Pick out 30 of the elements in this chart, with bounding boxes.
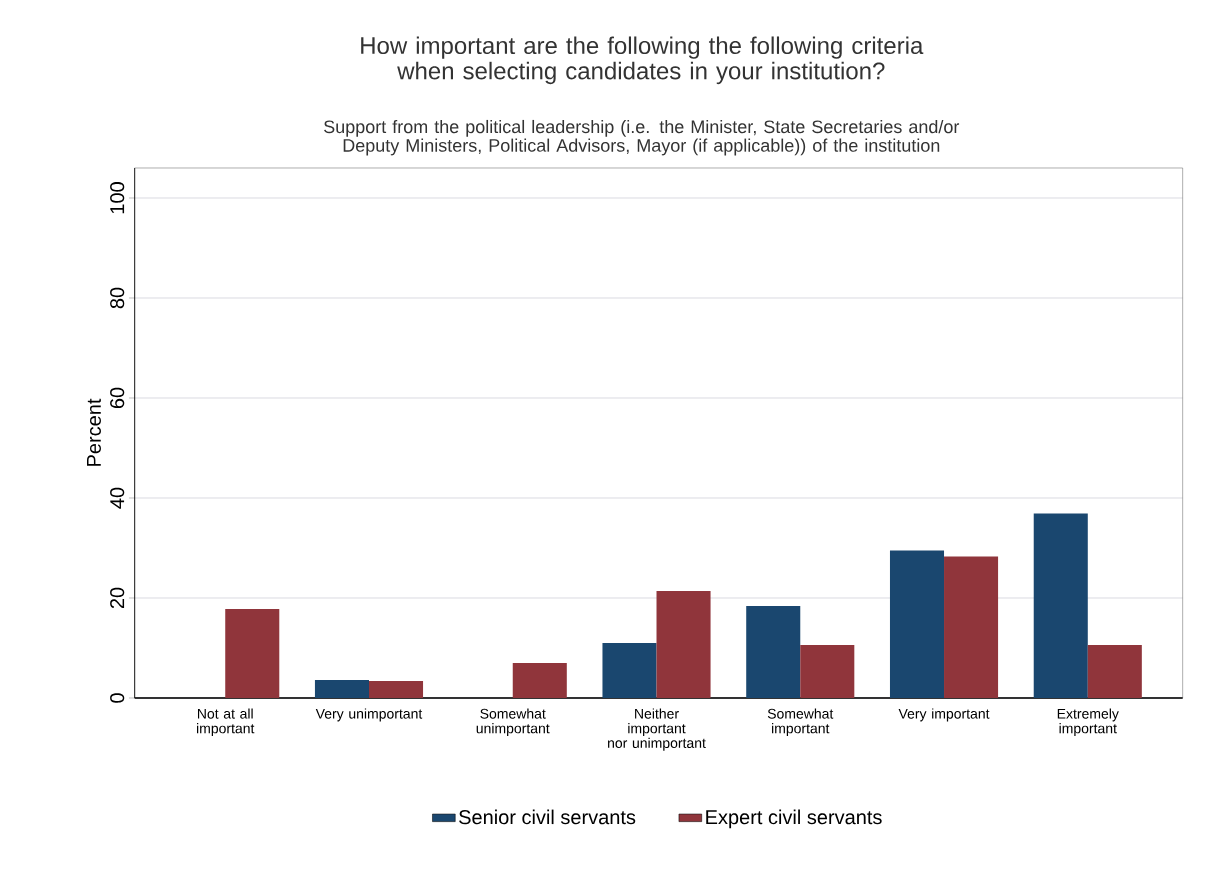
chart-title: How important are the following the following criteria when selecting candidates in your institution? bbox=[361, 36, 924, 85]
legend-label: Senior civil servants bbox=[459, 809, 636, 825]
y-tick-label: 100 bbox=[110, 182, 125, 214]
legend-label: Expert civil servants bbox=[706, 809, 882, 829]
bar bbox=[602, 642, 657, 698]
y-tick-label: 0 bbox=[110, 693, 125, 703]
bar bbox=[1033, 513, 1088, 698]
bar bbox=[314, 679, 369, 698]
y-tick-label: 80 bbox=[110, 287, 125, 309]
y-axis-title: Percent bbox=[87, 398, 101, 466]
x-tick-label: Somewhat important bbox=[767, 708, 834, 737]
x-tick-label: Very important bbox=[898, 708, 990, 722]
y-tick-label: 40 bbox=[110, 487, 125, 509]
bar bbox=[746, 605, 801, 698]
chart-subtitle: Support from the political leadership (i.e. the Minister, State Secretaries and/or Deputy Ministers, Political Advisors, Mayor (if applicable)) of the institution bbox=[324, 119, 960, 156]
x-tick-label: Somewhat unimportant bbox=[476, 708, 550, 737]
bar bbox=[369, 680, 424, 698]
bar bbox=[944, 556, 999, 698]
bar bbox=[512, 662, 567, 698]
x-tick-label: Very unimportant bbox=[315, 708, 423, 722]
x-tick-label: Not at all important bbox=[197, 708, 255, 737]
y-tick-label: 20 bbox=[110, 587, 125, 609]
x-tick-label: Extremely important bbox=[1057, 708, 1119, 737]
bar bbox=[656, 590, 711, 698]
x-tick-label: Neither important nor unimportant bbox=[608, 708, 706, 751]
y-tick-label: 60 bbox=[110, 387, 125, 409]
bar bbox=[1087, 644, 1142, 698]
bar bbox=[889, 550, 945, 698]
bar bbox=[800, 644, 855, 698]
bar bbox=[225, 608, 280, 698]
